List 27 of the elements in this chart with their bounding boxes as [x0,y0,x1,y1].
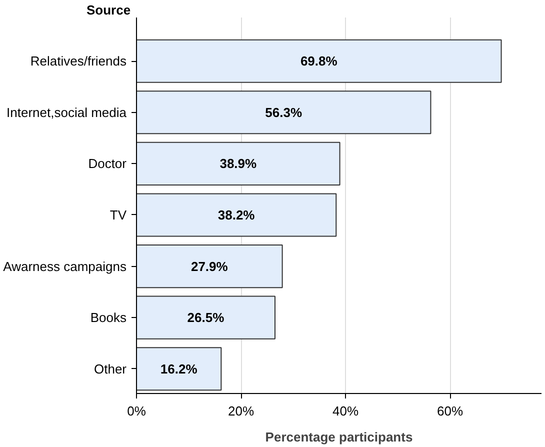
x-tick-label: 20% [228,404,254,418]
bar [136,90,432,134]
data-label: 38.2% [218,207,256,222]
y-tick-label: Books [90,310,127,326]
bar [136,142,340,186]
bar [136,193,337,237]
y-tick-label: Relatives/friends [30,54,127,69]
data-label: 16.2% [160,361,198,376]
bar [136,296,276,340]
y-axis-title: Source [86,2,131,18]
y-tick-label: Doctor [88,156,128,172]
y-tick-label: Other [94,361,128,376]
x-axis-title: Percentage participants [265,430,413,444]
y-tick-label: Internet,social media [6,104,128,120]
data-label: 38.9% [220,156,258,172]
x-tick-label: 0% [127,404,146,418]
data-label: 27.9% [190,258,228,274]
y-tick-label: TV [110,207,127,222]
data-label: 26.5% [187,310,225,326]
data-label: 56.3% [265,104,302,120]
bar [136,39,502,83]
x-tick-label: 40% [332,404,359,418]
bar [136,244,283,288]
y-tick-label: Awarness campaigns [3,258,127,274]
x-tick-label: 60% [437,404,464,418]
bar [136,347,222,391]
data-label: 69.8% [300,54,338,69]
